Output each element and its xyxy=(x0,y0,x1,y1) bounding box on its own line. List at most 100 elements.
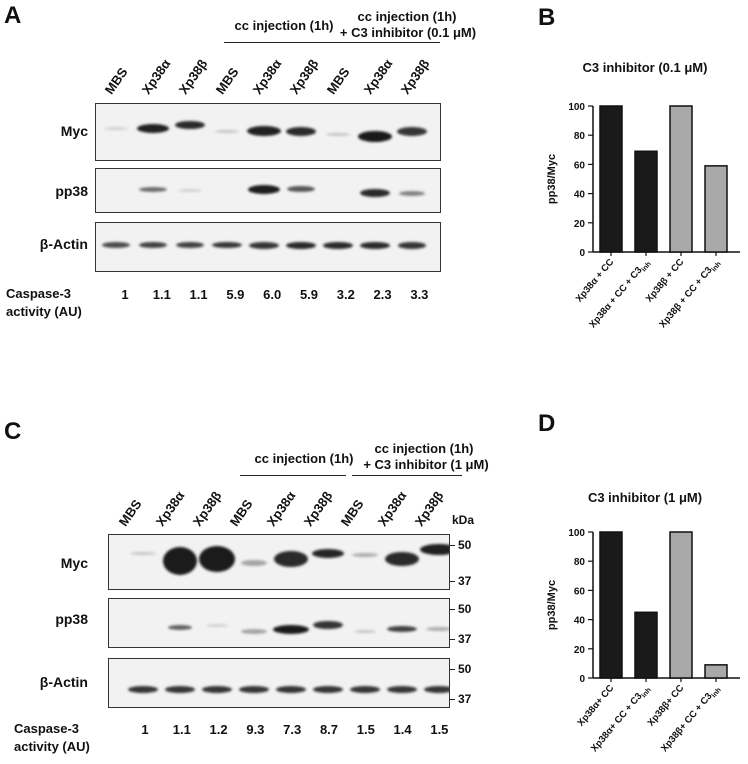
panel-c-caspase-label-line2: activity (AU) xyxy=(14,739,90,754)
panel-b-bar-3 xyxy=(669,105,693,253)
panel-a-pp38-band-8 xyxy=(360,189,390,197)
panel-a-myc-band-7 xyxy=(326,132,350,136)
panel-c-row-label-pp38: pp38 xyxy=(55,611,88,627)
panel-c-actin-band-9 xyxy=(424,685,449,693)
panel-b-y-tick-label-0: 0 xyxy=(579,248,585,259)
panel-a-actin-band-5 xyxy=(249,241,279,249)
panel-a-group-header-c3-line2: + C3 inhibitor (0.1 μM) xyxy=(339,25,477,40)
panel-c-row-label-actin: β-Actin xyxy=(39,674,88,690)
panel-c-myc-band-8 xyxy=(385,552,419,566)
panel-d-bar-3 xyxy=(669,531,693,679)
panel-d-y-tick-label-1: 20 xyxy=(574,645,586,656)
panel-a-actin-band-7 xyxy=(323,241,353,249)
panel-c-mw-tick-2-0 xyxy=(450,669,455,670)
panel-c-pp38-band-4 xyxy=(241,628,267,634)
panel-a-blot-myc xyxy=(95,103,441,161)
panel-c-mw-label-0-0: 50 xyxy=(458,538,472,552)
panel-a-pp38-band-3 xyxy=(178,188,202,192)
panel-a-row-label-pp38: pp38 xyxy=(55,183,88,199)
panel-c-lane-label-7: MBS xyxy=(337,496,367,529)
panel-a-lane-label-8: Xp38α xyxy=(360,56,396,97)
panel-c-mw-tick-1-0 xyxy=(450,609,455,610)
panel-a-actin-band-4 xyxy=(212,242,242,248)
panel-a-blot-pp38 xyxy=(95,168,441,213)
panel-a-myc-band-2 xyxy=(137,123,169,133)
panel-a-group-line-cc xyxy=(224,42,342,43)
panel-a-pp38-band-5 xyxy=(248,184,280,194)
panel-a-myc-band-6 xyxy=(286,126,316,136)
panel-b-bar-2 xyxy=(634,150,658,253)
panel-a-actin-band-2 xyxy=(139,242,167,248)
panel-a-pp38-band-6 xyxy=(287,186,315,192)
panel-d-letter: D xyxy=(538,410,556,437)
panel-a-caspase-value-5: 6.0 xyxy=(263,287,282,302)
panel-a-lane-label-9: Xp38β xyxy=(397,56,433,97)
panel-c-lane-label-1: MBS xyxy=(115,496,145,529)
panel-c-actin-band-1 xyxy=(128,685,158,693)
panel-a-actin-band-6 xyxy=(286,241,316,249)
panel-c-caspase-label: Caspase-3 activity (AU) xyxy=(14,720,90,756)
panel-c-actin-band-5 xyxy=(276,685,306,693)
panel-b-letter: B xyxy=(538,4,556,31)
panel-d-y-tick-label-4: 80 xyxy=(574,557,586,568)
panel-c-mw-tick-1-1 xyxy=(450,639,455,640)
panel-a-actin-band-9 xyxy=(398,241,426,249)
panel-c-group-header-cc: cc injection (1h) xyxy=(254,451,354,466)
panel-a-letter: A xyxy=(4,2,22,29)
panel-c-kda-label: kDa xyxy=(452,513,475,527)
panel-d-y-tick-label-3: 60 xyxy=(574,586,586,597)
panel-c-actin-band-6 xyxy=(313,685,343,693)
panel-c-pp38-band-3 xyxy=(206,623,228,627)
panel-c-pp38-band-8 xyxy=(387,626,417,632)
panel-a-caspase-label-line2: activity (AU) xyxy=(6,304,82,319)
panel-c-caspase-value-9: 1.5 xyxy=(430,722,449,737)
panel-a-lane-label-7: MBS xyxy=(323,64,353,97)
panel-a-caspase-label: Caspase-3 activity (AU) xyxy=(6,285,82,321)
panel-c-lane-label-5: Xp38α xyxy=(263,488,299,529)
panel-a-myc-band-1 xyxy=(104,126,128,130)
panel-c-actin-band-7 xyxy=(350,685,380,693)
panel-c-mw-tick-0-1 xyxy=(450,581,455,582)
panel-a-myc-band-9 xyxy=(397,126,427,136)
panel-c-myc-band-7 xyxy=(352,553,378,557)
panel-a-row-label-myc: Myc xyxy=(60,123,88,139)
panel-b-y-tick-label-5: 100 xyxy=(568,102,585,113)
panel-a-blot-actin xyxy=(95,222,441,272)
panel-c-caspase-label-line1: Caspase-3 xyxy=(14,721,80,736)
panel-c-lane-label-8: Xp38α xyxy=(374,488,410,529)
panel-b-bar-1 xyxy=(599,105,623,253)
panel-a-group-line-c3 xyxy=(336,42,440,43)
panel-c-mw-label-1-0: 50 xyxy=(458,602,472,616)
panel-c-blot-pp38 xyxy=(108,598,450,648)
panel-c-myc-band-5 xyxy=(274,551,308,567)
panel-c-caspase-value-4: 9.3 xyxy=(246,722,265,737)
panel-c-myc-band-9 xyxy=(420,543,449,555)
panel-a-actin-band-1 xyxy=(102,242,130,248)
panel-b-x-tick-label-2: Xp38α + CC + C3inh xyxy=(587,257,653,332)
panel-a-caspase-value-8: 2.3 xyxy=(373,287,392,302)
panel-b-x-tick-label-4: Xp38β + CC + C3inh xyxy=(657,257,723,332)
panel-c-group-header-c3-line1: cc injection (1h) xyxy=(374,441,474,456)
panel-a-lane-label-5: Xp38α xyxy=(249,56,285,97)
panel-a-myc-band-4 xyxy=(215,129,239,133)
panel-a-myc-band-8 xyxy=(358,130,392,142)
panel-a-pp38-band-2 xyxy=(139,186,167,192)
panel-c-myc-band-2 xyxy=(163,547,197,575)
panel-c-mw-tick-2-1 xyxy=(450,699,455,700)
panel-d-y-tick-label-5: 100 xyxy=(568,528,585,539)
panel-a-caspase-value-7: 3.2 xyxy=(336,287,355,302)
panel-a-lane-label-6: Xp38β xyxy=(286,56,322,97)
panel-a-row-label-actin: β-Actin xyxy=(39,236,88,252)
panel-c-caspase-value-8: 1.4 xyxy=(393,722,412,737)
panel-c-blot-actin xyxy=(108,658,450,708)
panel-c-myc-band-1 xyxy=(130,551,156,555)
panel-c-actin-band-4 xyxy=(239,685,269,693)
panel-c-letter: C xyxy=(4,418,22,445)
panel-a-myc-band-5 xyxy=(247,126,281,136)
panel-c-pp38-band-5 xyxy=(273,624,309,634)
panel-c-mw-label-2-0: 50 xyxy=(458,662,472,676)
panel-c-lane-label-4: MBS xyxy=(226,496,256,529)
panel-a-caspase-value-3: 1.1 xyxy=(189,287,208,302)
